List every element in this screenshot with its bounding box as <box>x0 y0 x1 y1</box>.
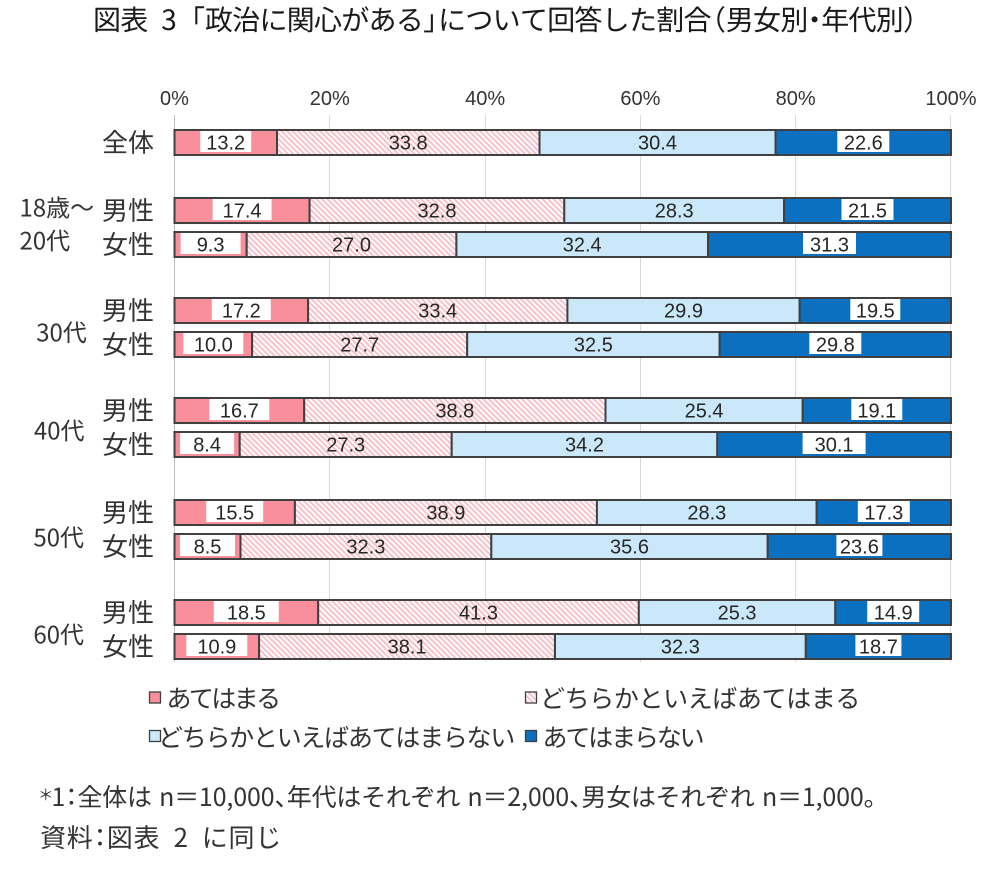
svg-text:27.3: 27.3 <box>326 435 365 457</box>
svg-text:32.3: 32.3 <box>346 537 385 559</box>
svg-text:20%: 20% <box>310 88 350 110</box>
svg-text:14.9: 14.9 <box>874 603 913 625</box>
svg-text:32.8: 32.8 <box>418 201 457 223</box>
svg-text:40%: 40% <box>465 88 505 110</box>
svg-text:13.2: 13.2 <box>206 133 245 155</box>
svg-text:15.5: 15.5 <box>215 503 254 525</box>
svg-text:21.5: 21.5 <box>848 201 887 223</box>
svg-text:100%: 100% <box>925 88 976 110</box>
svg-text:17.2: 17.2 <box>222 301 261 323</box>
svg-text:22.6: 22.6 <box>844 133 883 155</box>
svg-text:32.4: 32.4 <box>563 235 602 257</box>
svg-text:10.0: 10.0 <box>194 335 233 357</box>
svg-text:33.8: 33.8 <box>389 133 428 155</box>
svg-text:17.3: 17.3 <box>864 503 903 525</box>
svg-text:38.1: 38.1 <box>388 637 427 659</box>
svg-text:27.0: 27.0 <box>332 235 371 257</box>
svg-text:10.9: 10.9 <box>197 637 236 659</box>
svg-text:29.8: 29.8 <box>816 335 855 357</box>
svg-text:29.9: 29.9 <box>664 301 703 323</box>
svg-text:17.4: 17.4 <box>223 201 262 223</box>
svg-text:9.3: 9.3 <box>197 235 225 257</box>
svg-text:80%: 80% <box>776 88 816 110</box>
svg-text:25.4: 25.4 <box>685 401 724 423</box>
svg-text:35.6: 35.6 <box>610 537 649 559</box>
svg-text:0%: 0% <box>160 88 189 110</box>
svg-text:19.1: 19.1 <box>857 401 896 423</box>
svg-text:8.4: 8.4 <box>193 435 221 457</box>
svg-text:18.5: 18.5 <box>227 603 266 625</box>
svg-text:28.3: 28.3 <box>655 201 694 223</box>
svg-text:18.7: 18.7 <box>859 637 898 659</box>
svg-text:60%: 60% <box>620 88 660 110</box>
svg-text:27.7: 27.7 <box>340 335 379 357</box>
svg-text:19.5: 19.5 <box>856 301 895 323</box>
svg-text:30.1: 30.1 <box>815 435 854 457</box>
svg-text:38.9: 38.9 <box>426 503 465 525</box>
svg-text:28.3: 28.3 <box>687 503 726 525</box>
svg-text:31.3: 31.3 <box>810 235 849 257</box>
svg-text:30.4: 30.4 <box>638 133 677 155</box>
svg-text:38.8: 38.8 <box>435 401 474 423</box>
svg-text:41.3: 41.3 <box>459 603 498 625</box>
svg-text:25.3: 25.3 <box>718 603 757 625</box>
svg-text:23.6: 23.6 <box>840 537 879 559</box>
svg-text:33.4: 33.4 <box>418 301 457 323</box>
svg-text:16.7: 16.7 <box>220 401 259 423</box>
svg-text:8.5: 8.5 <box>194 537 222 559</box>
svg-text:32.5: 32.5 <box>574 335 613 357</box>
svg-text:34.2: 34.2 <box>565 435 604 457</box>
svg-text:32.3: 32.3 <box>661 637 700 659</box>
